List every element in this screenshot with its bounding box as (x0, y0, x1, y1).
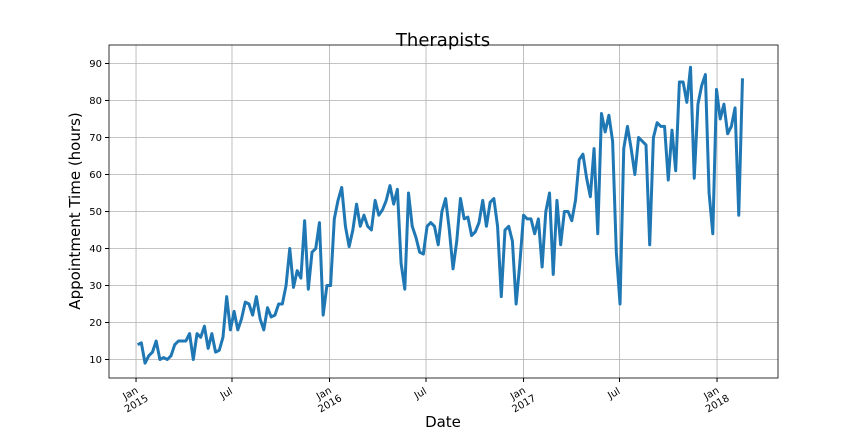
y-tick-label: 40 (89, 244, 102, 255)
y-tick-label: 30 (89, 281, 102, 292)
x-tick-label: Jan2015 (117, 383, 151, 416)
chart-title: Therapists (395, 30, 490, 51)
plot-frame (108, 44, 779, 379)
data-line (136, 65, 744, 365)
y-tick-label: 50 (89, 207, 102, 218)
y-axis-label: Appointment Time (hours) (66, 112, 84, 309)
x-tick-label: Jul (605, 386, 622, 402)
x-tick-label-line: Jul (218, 386, 235, 402)
x-tick-label: Jan2017 (505, 383, 539, 416)
x-tick-label: Jan2018 (698, 383, 732, 416)
y-tick-label: 90 (89, 59, 102, 70)
x-tick-label-line: Jul (412, 386, 429, 402)
x-tick-label: Jul (218, 386, 235, 402)
x-tick-label: Jan2016 (311, 383, 345, 416)
x-tick-label: Jul (412, 386, 429, 402)
x-axis-label: Date (425, 413, 461, 431)
y-tick-label: 60 (89, 170, 102, 181)
y-tick-label: 10 (89, 355, 102, 366)
x-tick-label-line: Jul (605, 386, 622, 402)
y-tick-label: 20 (89, 318, 102, 329)
y-tick-label: 80 (89, 96, 102, 107)
y-tick-label: 70 (89, 133, 102, 144)
